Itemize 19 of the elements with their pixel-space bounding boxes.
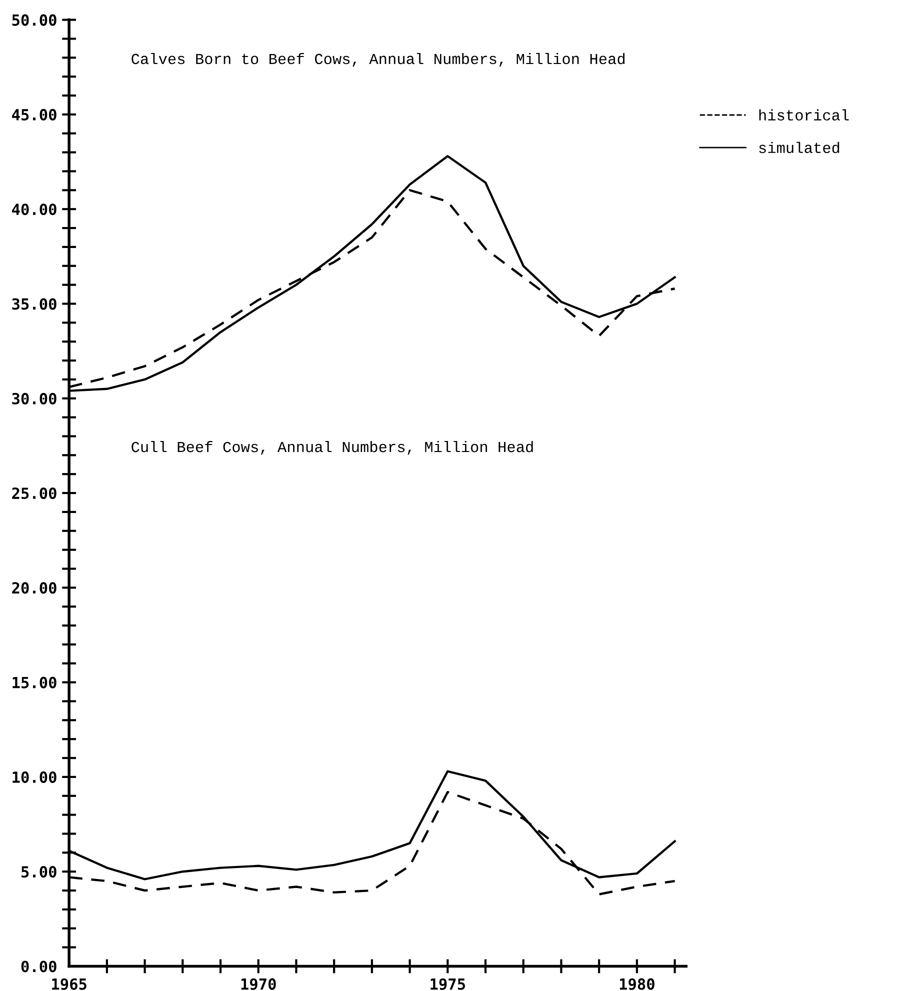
y-tick-label: 40.00 xyxy=(12,204,56,216)
y-tick-label: 0.00 xyxy=(21,960,56,972)
annotation: Cull Beef Cows, Annual Numbers, Million Head xyxy=(132,440,533,455)
y-tick-label: 25.00 xyxy=(12,487,56,500)
legend-label: simulated xyxy=(759,142,840,154)
y-tick-label: 5.00 xyxy=(22,866,56,878)
y-tick-label: 45.00 xyxy=(12,108,56,120)
x-tick-label: 1970 xyxy=(241,978,276,990)
x-tick-label: 1975 xyxy=(430,978,466,990)
y-tick-label: 20.00 xyxy=(12,582,56,594)
legend-label: historical xyxy=(759,109,849,121)
x-tick-label: 1965 xyxy=(52,978,86,990)
annotation: Calves Born to Beef Cows, Annual Numbers, Million Head xyxy=(132,52,625,67)
y-tick-label: 50.00 xyxy=(12,14,56,26)
y-tick-label: 30.00 xyxy=(12,392,56,404)
y-tick-label: 10.00 xyxy=(12,771,56,783)
y-tick-label: 15.00 xyxy=(12,676,56,688)
y-tick-label: 35.00 xyxy=(12,298,56,310)
x-tick-label: 1980 xyxy=(620,978,654,990)
